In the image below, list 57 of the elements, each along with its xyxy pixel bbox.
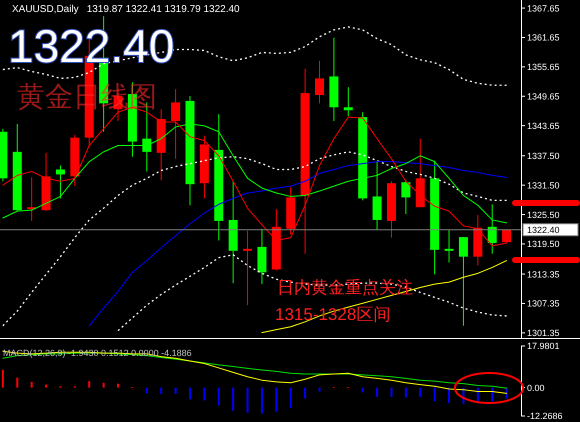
bar: [318, 388, 321, 392]
y-tick-label: -12.2686: [527, 411, 563, 422]
y-tick-label: 1337.50: [527, 150, 560, 161]
y-tick-label: 1319.50: [527, 239, 560, 250]
y-tick-label: 1355.65: [527, 62, 560, 72]
y-tick-label: 17.9801: [527, 341, 560, 352]
candlestick: [243, 230, 252, 306]
candlestick: [27, 176, 36, 222]
bar: [390, 388, 392, 397]
bar: [376, 388, 378, 397]
line-series: [2, 151, 508, 326]
y-tick-label: 1313.35: [527, 269, 560, 280]
candlestick: [444, 229, 454, 264]
line-series: [117, 254, 508, 332]
bar: [2, 370, 4, 388]
bar: [246, 388, 249, 413]
bar: [290, 388, 292, 408]
bar: [203, 388, 206, 400]
bar: [404, 388, 407, 398]
bar: [45, 384, 48, 388]
bar: [30, 382, 33, 388]
bar: [304, 388, 306, 398]
candlestick: [458, 236, 468, 326]
line-series: [88, 161, 508, 326]
y-tick-label: 1325.50: [527, 210, 560, 220]
bar: [260, 388, 263, 414]
bar: [232, 388, 234, 411]
y-tick-label: 1331.50: [527, 180, 560, 190]
bar: [88, 381, 90, 388]
y-tick-label: 1301.35: [527, 328, 560, 338]
bar: [448, 388, 450, 403]
bar: [419, 388, 422, 397]
ref-line-label: 1322.40: [527, 225, 560, 236]
y-tick-label: 1361.65: [527, 32, 560, 43]
chart-subtitle: 1319.87 1322.41 1319.79 1322.40: [86, 4, 240, 15]
y-tick-label: 1343.65: [527, 120, 560, 131]
bar: [102, 382, 105, 388]
bar: [117, 384, 120, 388]
y-tick-label: 1307.35: [527, 298, 560, 309]
chart-title: XAUUSD,Daily: [12, 4, 79, 15]
candlestick: [56, 165, 65, 199]
candlestick: [401, 180, 410, 215]
candlestick: [315, 60, 324, 104]
bar: [491, 388, 494, 402]
line-series: [261, 260, 508, 334]
bar: [146, 388, 148, 394]
bar: [160, 388, 162, 394]
bar: [16, 378, 18, 388]
y-tick-label: 1367.65: [527, 3, 560, 14]
y-tick-label: 0.00: [527, 382, 545, 393]
bar: [188, 388, 191, 400]
y-tick-label: 1349.65: [527, 91, 560, 102]
bar: [218, 388, 220, 406]
bar: [434, 388, 436, 402]
bar: [174, 388, 177, 394]
bar: [275, 388, 278, 412]
bar: [362, 388, 364, 392]
